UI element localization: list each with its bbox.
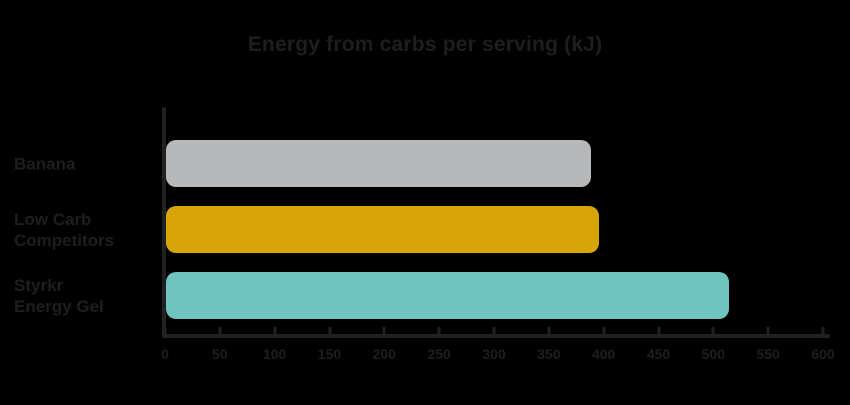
bar-low-carb <box>166 206 599 253</box>
category-label: Low Carb Competitors <box>14 209 115 250</box>
x-tick-label: 250 <box>427 346 451 362</box>
x-tick <box>766 327 770 335</box>
category-label: Banana <box>14 154 76 173</box>
x-tick-label: 0 <box>161 346 169 362</box>
x-tick <box>492 327 496 335</box>
x-tick-label: 350 <box>537 346 561 362</box>
x-tick <box>711 327 715 335</box>
x-axis-line <box>162 334 830 338</box>
bar-styrkr <box>166 272 729 319</box>
bar-banana <box>166 140 591 187</box>
x-tick <box>273 327 277 335</box>
x-tick <box>218 327 222 335</box>
category-label: Styrkr Energy Gel <box>14 275 104 316</box>
x-tick <box>163 327 167 335</box>
x-tick <box>328 327 331 335</box>
x-tick-label: 450 <box>646 346 671 362</box>
x-tick <box>437 327 441 335</box>
chart-title: Energy from carbs per serving (kJ) <box>247 33 603 56</box>
x-tick <box>821 327 825 335</box>
x-tick <box>657 327 660 335</box>
x-tick-label: 50 <box>212 346 228 362</box>
x-tick <box>382 327 386 335</box>
x-tick-label: 150 <box>317 346 342 362</box>
x-tick <box>547 327 551 335</box>
x-tick-label: 550 <box>756 346 780 362</box>
x-tick-label: 300 <box>482 346 506 362</box>
x-tick-label: 200 <box>372 346 397 362</box>
y-axis-line <box>162 107 166 338</box>
x-tick-label: 400 <box>591 346 616 362</box>
x-tick-label: 500 <box>701 346 726 362</box>
x-tick <box>602 327 606 335</box>
x-tick-label: 100 <box>262 346 287 362</box>
x-tick-label: 600 <box>811 346 835 362</box>
